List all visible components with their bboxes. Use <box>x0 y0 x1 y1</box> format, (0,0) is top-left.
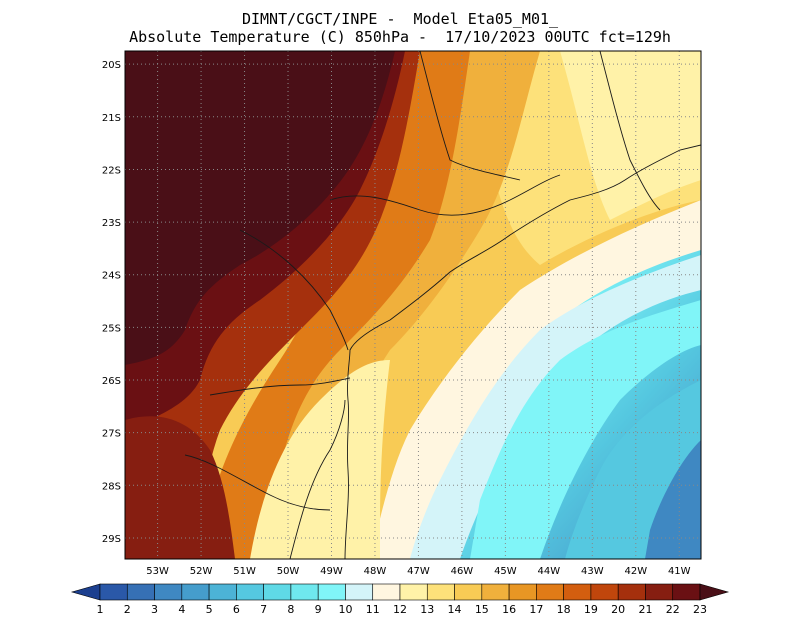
colorbar-segment <box>290 583 319 601</box>
colorbar: 1 2 3 4 5 6 7 8 9 10 11 12 13 14 15 16 17 18 19 20 21 22 23 <box>70 583 730 616</box>
colorbar-label: 4 <box>178 603 185 616</box>
latitude-labels: 20S 21S 22S 23S 24S 25S 26S 27S 28S 29S <box>102 60 121 545</box>
colorbar-label: 5 <box>206 603 213 616</box>
lat-label: 26S <box>102 376 121 387</box>
lon-label: 44W <box>538 566 561 577</box>
map-frame <box>124 50 702 560</box>
colorbar-segment <box>317 583 346 601</box>
field-south-red <box>125 416 235 559</box>
lon-label: 45W <box>494 566 517 577</box>
lon-label: 41W <box>668 566 691 577</box>
colorbar-label: 12 <box>393 603 407 616</box>
lon-label: 50W <box>277 566 300 577</box>
colorbar-segment <box>236 583 264 601</box>
lat-label: 29S <box>102 534 121 545</box>
colorbar-segment <box>590 583 619 601</box>
field-cyan-4 <box>645 440 701 559</box>
field-orange-2 <box>200 51 470 559</box>
colorbar-segment <box>426 583 455 601</box>
colorbar-label: 14 <box>448 603 462 616</box>
colorbar-segment <box>481 583 510 601</box>
colorbar-segment <box>154 583 183 601</box>
colorbar-label: 10 <box>338 603 352 616</box>
colorbar-label: 1 <box>97 603 104 616</box>
lat-label: 20S <box>102 60 121 71</box>
colorbar-segment <box>508 583 537 601</box>
colorbar-segment <box>181 583 210 601</box>
state-border-2 <box>209 377 351 396</box>
colorbar-label: 9 <box>315 603 322 616</box>
coastline-borders <box>184 51 701 559</box>
colorbar-label: 2 <box>124 603 131 616</box>
colorbar-label: 19 <box>584 603 598 616</box>
lat-label: 21S <box>102 113 121 124</box>
colorbar-label: 8 <box>287 603 294 616</box>
colorbar-segment <box>399 583 428 601</box>
colorbar-label: 22 <box>666 603 680 616</box>
colorbar-label: 17 <box>529 603 543 616</box>
field-ne-pale <box>560 51 701 220</box>
title-line-1: DIMNT/CGCT/INPE - Model Eta05_M01_ <box>241 10 559 28</box>
colorbar-label: 21 <box>638 603 652 616</box>
colorbar-segment <box>563 583 592 601</box>
colorbar-high-arrow <box>699 583 730 601</box>
longitude-labels: 53W 52W 51W 50W 49W 48W 47W 46W 45W 44W 43W 42W 41W <box>146 566 690 577</box>
lat-label: 25S <box>102 323 121 334</box>
lat-label: 28S <box>102 481 121 492</box>
lon-label: 43W <box>581 566 604 577</box>
lat-label: 24S <box>102 271 121 282</box>
gridlines <box>125 51 701 559</box>
lat-label: 27S <box>102 429 121 440</box>
lon-label: 53W <box>146 566 169 577</box>
colorbar-segment <box>617 583 646 601</box>
colorbar-segment <box>536 583 564 601</box>
colorbar-label: 11 <box>366 603 380 616</box>
colorbar-segment <box>126 583 155 601</box>
state-border-1 <box>289 399 346 559</box>
colorbar-segment <box>208 583 237 601</box>
lat-label: 22S <box>102 165 121 176</box>
coastline <box>344 144 701 559</box>
state-border-4 <box>329 174 561 216</box>
colorbar-label: 13 <box>420 603 434 616</box>
colorbar-label: 7 <box>260 603 267 616</box>
colorbar-segment <box>672 583 701 601</box>
colorbar-label: 16 <box>502 603 516 616</box>
lon-label: 47W <box>407 566 430 577</box>
field-cyan-1 <box>410 255 701 559</box>
colorbar-label: 3 <box>151 603 158 616</box>
colorbar-segment <box>454 583 483 601</box>
colorbar-segment <box>99 583 128 601</box>
colorbar-segment <box>263 583 292 601</box>
field-south-cream <box>250 360 390 559</box>
colorbar-segment <box>372 583 401 601</box>
colorbar-label: 20 <box>611 603 625 616</box>
colorbar-segment <box>645 583 674 601</box>
lon-label: 48W <box>364 566 387 577</box>
temperature-field <box>125 51 701 559</box>
lon-label: 42W <box>624 566 647 577</box>
colorbar-segment <box>345 583 374 601</box>
state-border-3 <box>239 229 349 351</box>
state-border-5 <box>419 51 521 181</box>
lon-label: 52W <box>190 566 213 577</box>
field-cyan-2 <box>470 300 701 559</box>
state-border-6 <box>599 51 661 211</box>
title-line-2: Absolute Temperature (C) 850hPa - 17/10/… <box>129 28 671 46</box>
colorbar-label: 18 <box>557 603 571 616</box>
state-border-7 <box>184 454 331 511</box>
lon-label: 51W <box>233 566 256 577</box>
colorbar-label: 6 <box>233 603 240 616</box>
colorbar-label: 15 <box>475 603 489 616</box>
colorbar-low-arrow <box>70 583 101 601</box>
lon-label: 46W <box>451 566 474 577</box>
lat-label: 23S <box>102 218 121 229</box>
lon-label: 49W <box>320 566 343 577</box>
field-maroon <box>125 51 395 365</box>
colorbar-label: 23 <box>693 603 707 616</box>
